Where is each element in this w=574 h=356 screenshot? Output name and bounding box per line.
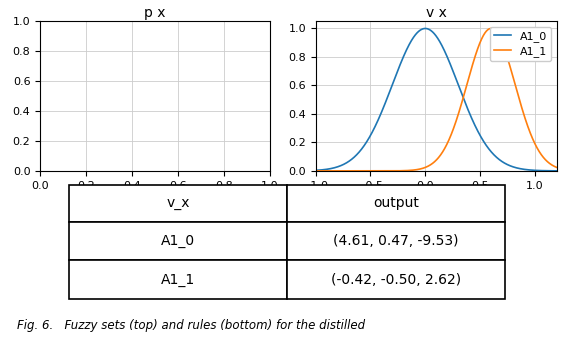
Text: Fig. 6.   Fuzzy sets (top) and rules (bottom) for the distilled: Fig. 6. Fuzzy sets (top) and rules (bott… (17, 319, 365, 332)
Line: A1_1: A1_1 (283, 28, 574, 171)
Legend: A1_0, A1_1: A1_0, A1_1 (490, 27, 551, 61)
A1_0 (521, 167, 528, 172)
Title: p x: p x (144, 6, 166, 20)
A1_1 (420, 166, 427, 170)
A1_0 (429, 30, 436, 34)
A1_0 (422, 26, 429, 31)
A1_0 (295, 169, 302, 173)
A1_0 (280, 169, 286, 173)
Title: v x: v x (426, 6, 447, 20)
A1_0 (420, 26, 427, 31)
A1_1 (521, 115, 528, 119)
A1_1 (487, 26, 494, 31)
A1_1 (295, 169, 302, 173)
A1_1 (429, 162, 436, 166)
A1_1 (280, 169, 286, 173)
Line: A1_0: A1_0 (283, 28, 574, 171)
